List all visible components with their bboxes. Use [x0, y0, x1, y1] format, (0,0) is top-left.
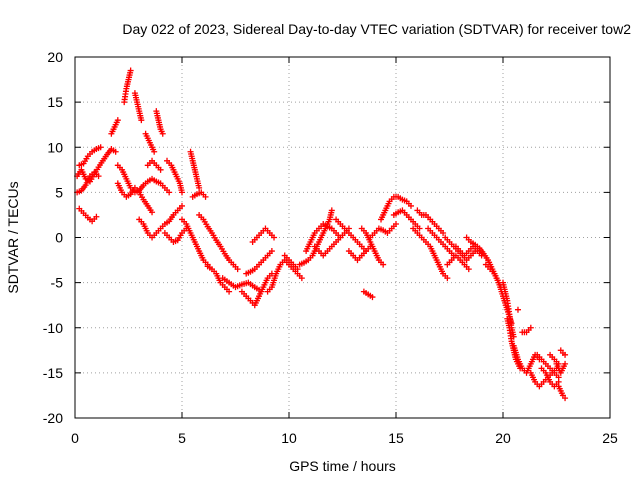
x-tick-label: 5: [178, 430, 186, 446]
data-point: [407, 202, 414, 209]
x-tick-label: 0: [71, 430, 79, 446]
data-point: [196, 184, 203, 191]
data-point: [157, 166, 164, 173]
data-point: [226, 288, 233, 295]
data-point: [112, 148, 119, 155]
data-point: [369, 294, 376, 301]
data-point: [93, 213, 100, 220]
y-tick-label: 0: [55, 230, 63, 246]
data-point: [527, 324, 534, 331]
data-point: [151, 148, 158, 155]
data-point: [234, 266, 241, 273]
y-tick-label: 20: [47, 49, 63, 65]
data-point: [138, 117, 145, 124]
data-point: [202, 193, 209, 200]
data-point: [127, 67, 134, 74]
x-axis-label: GPS time / hours: [289, 458, 396, 474]
y-tick-label: -10: [43, 320, 63, 336]
y-tick-label: 15: [47, 94, 63, 110]
data-point: [166, 189, 173, 196]
data-point: [271, 234, 278, 241]
data-point: [179, 202, 185, 209]
data-point: [179, 189, 185, 196]
data-point: [393, 220, 399, 227]
chart-title: Day 022 of 2023, Sidereal Day-to-day VTE…: [122, 21, 631, 37]
y-tick-label: 10: [47, 139, 63, 155]
y-tick-label: -5: [51, 275, 64, 291]
data-point: [440, 229, 447, 236]
x-tick-label: 25: [602, 430, 618, 446]
data-point: [562, 395, 569, 402]
data-point: [416, 225, 423, 232]
y-tick-label: 5: [55, 184, 63, 200]
y-tick-label: -15: [43, 365, 63, 381]
data-points: [74, 67, 569, 402]
data-point: [298, 275, 305, 282]
data-point: [95, 173, 102, 180]
x-tick-label: 20: [495, 430, 511, 446]
data-point: [268, 248, 275, 255]
data-point: [562, 360, 569, 367]
data-point: [514, 306, 521, 313]
data-point: [114, 117, 121, 124]
x-tick-label: 10: [281, 430, 297, 446]
data-point: [444, 275, 451, 282]
data-point: [159, 130, 166, 137]
plot-frame: [74, 56, 611, 419]
y-tick-label: -20: [43, 410, 63, 426]
y-axis-label: SDTVAR / TECUs: [5, 181, 21, 293]
data-point: [562, 351, 569, 358]
axis-ticks: 0 5 10 15 20 25 -20 -15 -10 -5 0 5 10 15 20: [43, 49, 618, 446]
data-point: [97, 144, 104, 151]
data-point: [380, 261, 387, 268]
x-tick-label: 15: [388, 430, 404, 446]
data-point: [328, 207, 335, 214]
data-point: [294, 266, 301, 273]
data-point: [149, 209, 156, 216]
data-point: [465, 266, 472, 273]
